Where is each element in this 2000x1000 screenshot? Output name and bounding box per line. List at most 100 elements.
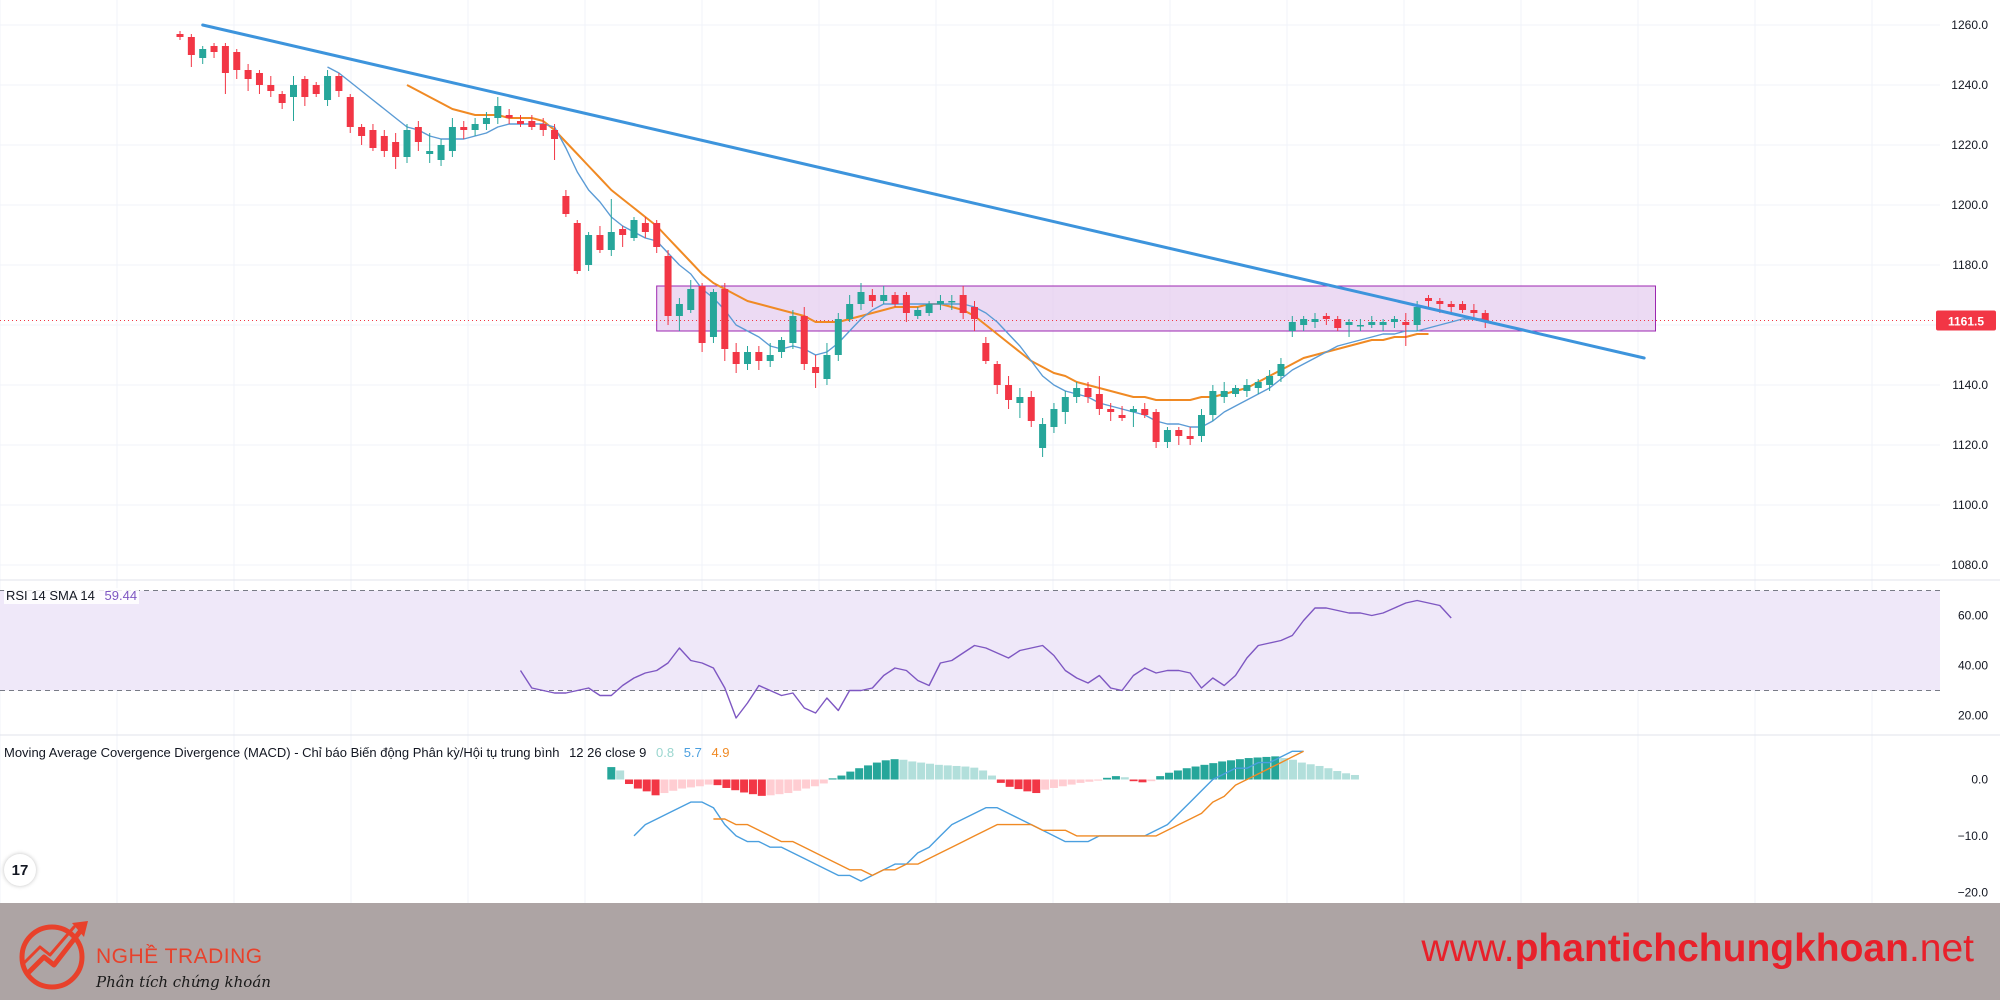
candle-body bbox=[868, 295, 876, 301]
website-url[interactable]: www.phantichchungkhoan.net bbox=[1421, 927, 1974, 971]
candle-body bbox=[573, 223, 581, 271]
macd-histogram-bar bbox=[748, 779, 757, 795]
price-axis-tick-label: 1100.0 bbox=[1952, 498, 1988, 512]
macd-histogram-bar bbox=[996, 779, 1005, 783]
price-axis-tick-label: 1220.0 bbox=[1951, 138, 1988, 152]
candle-body bbox=[324, 76, 332, 100]
candle-body bbox=[369, 130, 377, 148]
website-prefix: www. bbox=[1421, 927, 1515, 970]
candle-body bbox=[1402, 322, 1410, 325]
macd-params: 12 26 close 9 bbox=[569, 745, 647, 760]
candle-body bbox=[494, 106, 502, 118]
macd-histogram-bar bbox=[784, 779, 793, 794]
macd-histogram-bar bbox=[1280, 758, 1289, 780]
macd-histogram-bar bbox=[695, 779, 704, 787]
macd-histogram-bar bbox=[1244, 758, 1253, 780]
macd-histogram-bar bbox=[926, 763, 935, 780]
candle-body bbox=[1198, 415, 1205, 436]
macd-histogram-bar bbox=[651, 779, 660, 796]
candle-body bbox=[210, 46, 218, 52]
candle-body bbox=[482, 118, 490, 124]
candle-body bbox=[301, 79, 309, 97]
candle-body bbox=[778, 340, 786, 352]
macd-histogram-bar bbox=[1191, 766, 1200, 780]
candle-body bbox=[562, 196, 570, 214]
macd-histogram-bar bbox=[625, 779, 634, 785]
candle-body bbox=[1447, 304, 1455, 307]
candle-body bbox=[721, 289, 729, 349]
candle-body bbox=[607, 232, 615, 250]
candle-body bbox=[1425, 298, 1432, 301]
candle-body bbox=[585, 235, 593, 265]
last-price-label: 1161.5 bbox=[1948, 315, 1984, 329]
candle-body bbox=[857, 292, 865, 304]
candle-body bbox=[1039, 424, 1047, 448]
candle-body bbox=[914, 310, 922, 316]
candle-body bbox=[1141, 409, 1149, 415]
macd-histogram-bar bbox=[793, 779, 802, 791]
candle-body bbox=[823, 355, 831, 379]
macd-title: Moving Average Covergence Divergence (MA… bbox=[4, 745, 560, 760]
macd-histogram-bar bbox=[1049, 779, 1058, 788]
macd-histogram-bar bbox=[1182, 768, 1191, 780]
candle-body bbox=[1300, 319, 1308, 325]
macd-axis-tick-label: −10.0 bbox=[1958, 829, 1989, 843]
candle-body bbox=[982, 343, 990, 361]
candle-body bbox=[1459, 304, 1467, 310]
candle-body bbox=[1356, 325, 1364, 327]
macd-histogram-bar bbox=[1129, 779, 1138, 782]
price-axis-tick-label: 1200.0 bbox=[1951, 198, 1988, 212]
macd-hist-value: 0.8 bbox=[656, 745, 675, 760]
candle-body bbox=[221, 46, 229, 73]
candle-body bbox=[664, 256, 672, 316]
candle-body bbox=[1322, 316, 1330, 319]
candle-body bbox=[1061, 397, 1069, 412]
macd-histogram-bar bbox=[1350, 774, 1359, 780]
macd-histogram-bar bbox=[943, 765, 952, 780]
macd-histogram-bar bbox=[961, 766, 970, 780]
candle-body bbox=[653, 223, 661, 247]
candle-body bbox=[1209, 391, 1217, 415]
chart-canvas[interactable]: 1260.01240.01220.01200.01180.01160.01140… bbox=[0, 0, 2000, 903]
candle-body bbox=[290, 85, 297, 97]
macd-histogram-bar bbox=[633, 779, 642, 789]
macd-histogram-bar bbox=[979, 770, 988, 780]
macd-histogram-bar bbox=[1005, 779, 1014, 787]
macd-histogram-bar bbox=[890, 759, 899, 780]
macd-histogram-bar bbox=[987, 775, 996, 780]
candle-body bbox=[1379, 322, 1387, 325]
candle-body bbox=[1175, 430, 1183, 436]
candle-body bbox=[698, 286, 706, 343]
footer-banner: NGHỀ TRADING Phân tích chứng khoán www.p… bbox=[0, 903, 2000, 1000]
macd-axis-tick-label: 0.0 bbox=[1971, 773, 1988, 787]
candle-body bbox=[312, 85, 320, 94]
website-suffix: .net bbox=[1908, 927, 1974, 970]
macd-histogram-bar bbox=[713, 779, 722, 786]
candle-body bbox=[1095, 394, 1103, 409]
macd-histogram-bar bbox=[1288, 759, 1297, 780]
candle-body bbox=[358, 127, 366, 136]
price-axis-tick-label: 1140.0 bbox=[1952, 378, 1988, 392]
candle-body bbox=[1288, 322, 1296, 331]
macd-histogram-bar bbox=[864, 765, 873, 780]
candle-body bbox=[448, 127, 456, 151]
macd-histogram-bar bbox=[917, 762, 926, 780]
candle-body bbox=[936, 301, 944, 304]
candle-body bbox=[880, 295, 888, 301]
candle-body bbox=[1481, 313, 1489, 322]
tradingview-logo-icon[interactable]: 17 bbox=[4, 854, 36, 886]
candle-body bbox=[834, 319, 842, 355]
macd-histogram-bar bbox=[616, 770, 625, 780]
candle-body bbox=[471, 124, 479, 130]
candle-body bbox=[255, 73, 263, 85]
candle-body bbox=[233, 52, 241, 70]
macd-histogram-bar bbox=[1067, 779, 1076, 785]
macd-histogram-bar bbox=[1333, 771, 1342, 780]
candle-body bbox=[1050, 409, 1058, 427]
candle-body bbox=[596, 235, 604, 250]
candle-body bbox=[505, 115, 513, 118]
candle-body bbox=[641, 223, 649, 232]
macd-histogram-bar bbox=[881, 760, 890, 780]
macd-histogram-bar bbox=[1200, 764, 1209, 780]
website-domain: phantichchungkhoan bbox=[1514, 927, 1909, 970]
